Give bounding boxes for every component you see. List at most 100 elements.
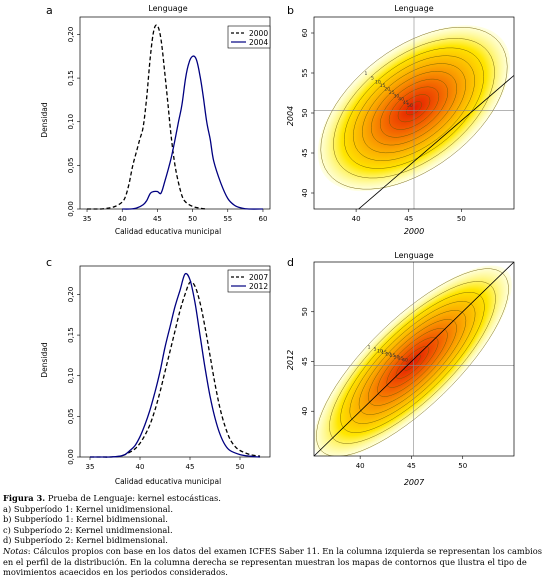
panel-b-contour-line	[333, 38, 495, 179]
panel-d-ytick-label: 50	[301, 307, 309, 316]
panel-a-xtick-label: 60	[259, 215, 268, 223]
panel-d-contour-label: 40	[402, 358, 408, 364]
panel-b-contour-label: 25	[389, 90, 395, 96]
panel-b-ytick-label: 50	[301, 109, 309, 118]
caption-item-b: b) Subperíodo 1: Kernel bidimensional.	[3, 514, 168, 525]
panel-c-legend: 2007 2012	[227, 269, 271, 293]
panel-d-xtick-label: 50	[458, 462, 467, 470]
panel-d-contour-label: 1	[368, 344, 371, 350]
legend-label-2012: 2012	[249, 282, 268, 291]
panel-d-contour-label: 35	[398, 356, 404, 362]
panel-b-contour-label: 45	[403, 100, 409, 106]
figure-title: Prueba de Lenguaje: kernel estocásticas.	[47, 493, 221, 503]
panel-b-contour-label: 50	[407, 103, 413, 109]
panel-d-contour-line	[316, 268, 509, 456]
panel-b-contour-line	[344, 47, 484, 169]
panel-d-density-fill	[314, 265, 512, 456]
panel-b-contour-label: 15	[380, 83, 386, 89]
panel-d-xtick-label: 40	[356, 462, 365, 470]
panel-d-ytick-label: 40	[301, 407, 309, 416]
panel-b-contour-label: 5	[371, 76, 374, 82]
panel-d-contour-line	[404, 354, 421, 371]
panel-c-density-plot: 35 40 45 50 0,00 0,05 0,10 0,15 0,20 Calidad edu…	[40, 265, 271, 486]
panel-b-contour-label: 10	[375, 80, 381, 86]
panel-d-contour-line	[386, 337, 439, 388]
panel-letter-c: c	[46, 256, 52, 269]
panel-d-contour-line	[368, 319, 457, 406]
caption-item-d: d) Subperíodo 2: Kernel bidimensional.	[3, 535, 168, 546]
caption-item-c: c) Subperíodo 2: Kernel unidimensional.	[3, 524, 173, 535]
panel-a-ytick-label: 0,15	[67, 70, 75, 86]
panel-c-ytick-label: 0,15	[67, 327, 75, 343]
panel-a-density-plot: 35 40 45 50 55 60 0,00 0,05 0,10 0,15 0,20 Calidad…	[40, 16, 271, 236]
panel-a-legend: 2000 2004	[227, 25, 271, 49]
figure-caption: Figura 3. Prueba de Lenguaje: kernel est…	[3, 493, 551, 578]
panel-c-xlabel: Calidad educativa municipal	[115, 477, 221, 486]
panel-d-contour-label: 5	[374, 347, 377, 353]
panel-letter-d: d	[287, 256, 294, 269]
panel-d-contour-line	[358, 310, 467, 415]
panel-d-contour-line	[329, 281, 496, 444]
panel-c-xtick-label: 50	[236, 463, 245, 471]
panel-a-xtick-label: 45	[153, 215, 162, 223]
panel-b-ytick-label: 60	[301, 29, 309, 38]
panel-d-contour-label: 20	[385, 352, 391, 358]
panel-b-contour-label: 30	[394, 93, 400, 99]
figure-panels: a b c d Lenguage Lenguage Lenguage 35 40 4…	[40, 4, 515, 487]
panel-d-contour-line	[377, 328, 448, 397]
panel-d-contour-label: 15	[381, 350, 387, 356]
panel-d-frame	[313, 261, 515, 457]
panel-b-contour-label: 20	[384, 86, 390, 92]
panel-d-contour-label: 30	[394, 355, 400, 361]
panel-a-series-2000	[87, 24, 207, 210]
panel-c-series-2007	[89, 281, 261, 458]
panel-b-xlabel: 2000	[404, 227, 424, 236]
panel-c-ylabel: Densidad	[40, 342, 49, 377]
panel-a-xlabel: Calidad educativa municipal	[115, 227, 221, 236]
panel-b-ytick-label: 40	[301, 189, 309, 198]
panel-a-frame	[79, 16, 271, 210]
panel-b-contour-line	[362, 63, 466, 154]
panel-b-xtick-label: 40	[352, 215, 361, 223]
panel-d-contour-line	[340, 292, 485, 433]
panel-a-ytick-label: 0,20	[67, 27, 75, 43]
panel-d-ylabel: 2012	[286, 350, 295, 370]
panel-a-ylabel: Densidad	[40, 102, 49, 137]
panel-a-xtick-label: 35	[83, 215, 92, 223]
notes-text: : Cálculos propios con base en los datos…	[3, 545, 542, 578]
panel-d-title: Lenguage	[394, 251, 433, 260]
panel-b-diagonal-line	[358, 75, 514, 209]
panel-c-xtick-label: 45	[186, 463, 195, 471]
panel-b-contour-label: 40	[398, 97, 404, 103]
panel-c-ytick-label: 0,00	[67, 449, 75, 465]
panel-d-ytick-label: 45	[301, 357, 309, 366]
panel-d-contour-line	[395, 346, 430, 379]
panel-b-ylabel: 2004	[286, 106, 295, 126]
panel-d-diagonal-line	[314, 262, 514, 456]
panel-a-ytick-label: 0,10	[67, 114, 75, 130]
panel-b-contour-label: 1	[364, 71, 367, 77]
panel-letter-b: b	[287, 4, 294, 17]
panel-c-series-2012	[89, 272, 261, 458]
panel-a-xtick-label: 50	[188, 215, 197, 223]
panel-b-contour-line	[320, 26, 508, 190]
panel-b-contour-line	[388, 86, 440, 130]
panel-a-ytick-label: 0,05	[67, 158, 75, 174]
panel-a-title: Lenguage	[148, 4, 187, 13]
panel-b-contour-line	[405, 101, 423, 116]
figure-label: Figura 3.	[3, 493, 46, 503]
panel-d-contour-label: 10	[377, 348, 383, 354]
legend-label-2000: 2000	[249, 29, 268, 38]
panel-b-ytick-label: 55	[301, 69, 309, 78]
panel-c-ytick-label: 0,05	[67, 409, 75, 425]
panel-d-contour-line	[349, 301, 476, 424]
legend-label-2004: 2004	[249, 38, 268, 47]
panel-c-xtick-label: 40	[136, 463, 145, 471]
panel-a-ytick-label: 0,00	[67, 201, 75, 217]
panel-b-xtick-label: 50	[457, 215, 466, 223]
panel-b-xtick-label: 45	[404, 215, 413, 223]
panel-c-ytick-label: 0,10	[67, 368, 75, 384]
panel-b-contour-line	[379, 78, 449, 138]
panel-b-contour-line	[353, 55, 475, 161]
